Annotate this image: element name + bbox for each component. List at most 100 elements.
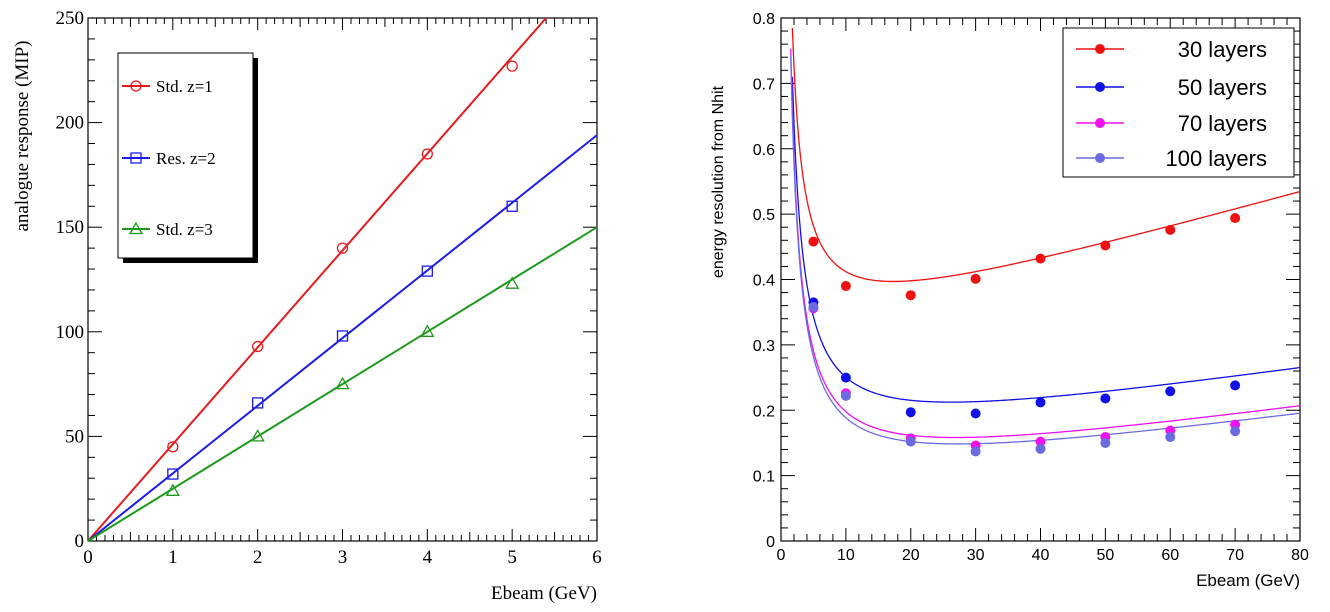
axis-ticks [780,17,1301,542]
y-tick-label: 0.6 [753,142,775,159]
data-point [1165,432,1176,443]
data-point [1230,426,1241,437]
legend-label: Std. z=1 [156,77,213,96]
data-point [336,330,349,342]
axes-frame [780,17,1301,542]
legend: Std. z=1 Res. z=2 Std. z=3 [117,52,258,263]
data-point [506,200,518,212]
fit-curve [791,27,1301,283]
x-tick-label: 5 [507,547,517,568]
legend-marker [1095,44,1105,54]
y-tick-label: 0.3 [753,338,775,355]
y-tick-label: 0.5 [753,207,775,224]
x-tick-label: 0 [83,547,93,568]
y-tick-label: 50 [65,426,84,447]
x-tick-label: 70 [1226,547,1244,564]
x-tick-label: 60 [1161,547,1179,564]
fit-lines [87,17,598,542]
y-tick-label: 200 [56,113,85,134]
fit-curve [790,48,1301,439]
tick-labels: 0 1 2 3 4 5 6 0 50 100 150 200 250 [56,8,602,568]
legend-label: Res. z=2 [156,149,216,168]
plot-frame [780,17,1301,542]
y-tick-label: 250 [56,8,85,29]
data-point [1035,253,1046,264]
y-tick-label: 150 [56,217,85,238]
x-tick-label: 1 [168,547,178,568]
fit-curve [791,76,1301,403]
data-point [1165,224,1176,235]
data-point [505,276,520,289]
x-axis-label: Ebeam (GeV) [491,583,597,604]
x-tick-label: 40 [1032,547,1050,564]
data-point [840,372,851,383]
legend-label: 100 layers [1165,146,1267,171]
data-point [1165,425,1176,436]
legend-label: Std. z=3 [156,220,213,239]
data-point [970,408,981,419]
y-tick-label: 0.2 [753,403,775,420]
x-tick-label: 30 [967,547,985,564]
x-axis-label: Ebeam (GeV) [1196,571,1300,590]
data-markers [165,60,520,496]
data-point [506,60,518,72]
data-point [167,441,179,453]
data-point [1100,240,1111,251]
y-tick-label: 0.8 [753,11,775,28]
x-tick-label: 3 [338,547,348,568]
data-point [252,340,264,353]
data-point [840,281,851,292]
data-point [840,388,851,399]
data-point [1230,419,1241,430]
legend-label: 50 layers [1178,75,1267,100]
data-point [1100,437,1111,448]
x-tick-label: 2 [253,547,263,568]
data-point [252,397,264,409]
data-point [905,407,916,418]
fit-line [87,134,598,542]
data-point [1230,380,1241,391]
fit-line [87,226,598,542]
data-point [421,265,433,277]
legend: 30 layers 50 layers 70 layers 100 layers [1062,27,1295,178]
data-point [1100,393,1111,404]
y-tick-label: 0.7 [753,76,775,93]
x-tick-label: 10 [837,547,855,564]
x-tick-label: 80 [1291,547,1309,564]
y-tick-label: 0 [75,531,85,552]
legend-label: 70 layers [1178,111,1267,136]
data-point [336,242,349,254]
data-point [808,236,819,247]
legend-marker [1095,153,1105,163]
legend-marker [130,152,142,164]
legend-marker [1095,118,1105,128]
data-point [1165,386,1176,397]
x-tick-label: 6 [592,547,602,568]
axis-ticks [87,17,598,542]
legend-marker [1095,82,1105,92]
data-point [421,148,433,160]
data-point [970,446,981,457]
x-tick-label: 0 [777,547,786,564]
legend-label: 30 layers [1178,37,1267,62]
data-point [167,468,179,480]
data-point [808,303,819,314]
data-point [905,436,916,447]
y-tick-label: 100 [56,322,85,343]
data-markers [808,213,1241,457]
legend-box [1062,27,1295,178]
y-tick-label: 0.1 [753,469,775,486]
fit-curve [790,54,1301,445]
data-point [335,376,350,390]
data-point [905,433,916,444]
data-point [420,324,435,337]
data-point [1230,213,1241,224]
tick-labels: 0 10 20 30 40 50 60 70 80 0 0.1 0.2 0.3 0.4 0.5 0.6 0.7 0… [753,11,1309,564]
data-point [905,290,916,301]
data-point [840,390,851,401]
fit-line [87,17,547,542]
data-point [1100,432,1111,443]
data-point [970,273,981,284]
y-tick-label: 0 [766,534,775,551]
